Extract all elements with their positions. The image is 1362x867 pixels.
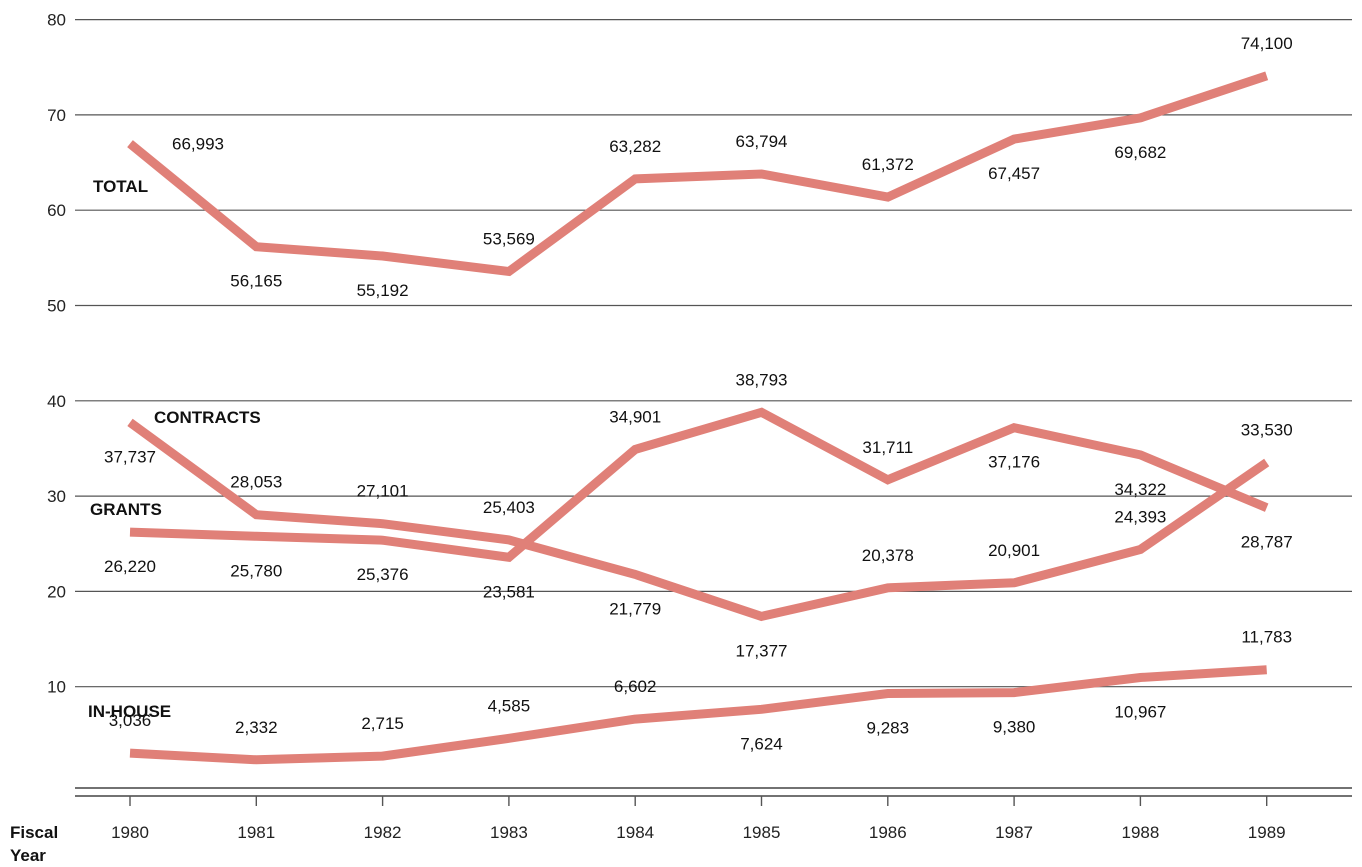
y-tick-label: 10 — [47, 678, 66, 697]
data-label-total: 63,282 — [609, 137, 661, 156]
data-label-in-house: 10,967 — [1114, 702, 1166, 721]
data-label-contracts: 33,530 — [1241, 420, 1293, 439]
data-label-in-house: 9,380 — [993, 718, 1036, 737]
y-tick-label: 40 — [47, 392, 66, 411]
y-tick-label: 20 — [47, 582, 66, 601]
x-tick-label: 1985 — [743, 823, 781, 842]
x-tick-label: 1981 — [237, 823, 275, 842]
series-name-grants: GRANTS — [90, 500, 162, 519]
data-label-in-house: 2,715 — [361, 714, 404, 733]
series-line-total — [127, 71, 1269, 277]
x-tick-label: 1986 — [869, 823, 907, 842]
data-label-in-house: 6,602 — [614, 677, 657, 696]
data-label-total: 63,794 — [736, 132, 788, 151]
data-label-grants: 23,581 — [483, 582, 535, 601]
data-label-total: 61,372 — [862, 155, 914, 174]
data-label-grants: 31,711 — [862, 438, 913, 457]
series-line-in-house — [129, 665, 1267, 765]
data-label-total: 74,100 — [1241, 34, 1293, 53]
data-label-in-house: 2,332 — [235, 718, 278, 737]
data-label-in-house: 9,283 — [867, 719, 910, 738]
data-label-in-house: 11,783 — [1241, 628, 1292, 647]
x-tick-label: 1989 — [1248, 823, 1286, 842]
series-name-contracts: CONTRACTS — [154, 408, 261, 427]
data-label-total: 67,457 — [988, 164, 1040, 183]
x-tick-label: 1983 — [490, 823, 528, 842]
data-label-total: 55,192 — [357, 281, 409, 300]
series-lines — [127, 71, 1270, 765]
x-axis-title-line1: Fiscal — [10, 823, 58, 842]
data-label-contracts: 21,779 — [609, 599, 661, 618]
series-name-total: TOTAL — [93, 177, 148, 196]
data-label-grants: 38,793 — [736, 370, 788, 389]
y-tick-label: 60 — [47, 201, 66, 220]
y-tick-label: 70 — [47, 106, 66, 125]
data-label-total: 56,165 — [230, 272, 282, 291]
data-label-grants: 37,176 — [988, 453, 1040, 472]
data-labels: 66,993 56,165 55,192 53,569 63,282 63,794 61,3… — [88, 34, 1293, 754]
y-tick-label: 50 — [47, 297, 66, 316]
data-label-total: 66,993 — [172, 135, 224, 154]
y-tick-label: 80 — [47, 11, 66, 30]
data-label-contracts: 37,737 — [104, 447, 156, 466]
data-label-grants: 34,322 — [1114, 480, 1166, 499]
data-label-contracts: 27,101 — [357, 482, 409, 501]
x-tick-label: 1984 — [616, 823, 654, 842]
gridlines — [75, 19, 1352, 688]
axes: 10 20 30 40 50 60 70 80 1980 1981 1982 1983 1984 1985… — [47, 11, 1352, 842]
data-label-contracts: 25,403 — [483, 498, 535, 517]
series-line-contracts — [127, 418, 1270, 622]
data-label-contracts: 17,377 — [736, 641, 788, 660]
y-tick-label: 30 — [47, 487, 66, 506]
series-name-in-house: IN-HOUSE — [88, 702, 171, 721]
data-label-grants: 34,901 — [609, 407, 661, 426]
data-label-grants: 26,220 — [104, 557, 156, 576]
data-label-in-house: 4,585 — [488, 696, 531, 715]
x-tick-label: 1982 — [364, 823, 402, 842]
data-label-total: 69,682 — [1114, 143, 1166, 162]
x-tick-label: 1988 — [1121, 823, 1159, 842]
data-label-in-house: 7,624 — [740, 734, 783, 753]
x-tick-label: 1987 — [995, 823, 1033, 842]
data-label-contracts: 20,901 — [988, 541, 1040, 560]
series-line-grants — [129, 407, 1269, 563]
x-tick-label: 1980 — [111, 823, 149, 842]
data-label-contracts: 28,053 — [230, 473, 282, 492]
data-label-in-house: 3,036 — [109, 711, 152, 730]
data-label-total: 53,569 — [483, 229, 535, 248]
data-label-grants: 25,780 — [230, 561, 282, 580]
data-label-grants: 25,376 — [357, 565, 409, 584]
data-label-contracts: 20,378 — [862, 546, 914, 565]
data-label-contracts: 24,393 — [1114, 508, 1166, 527]
x-axis-title-line2: Year — [10, 846, 46, 865]
data-label-grants: 28,787 — [1241, 533, 1293, 552]
